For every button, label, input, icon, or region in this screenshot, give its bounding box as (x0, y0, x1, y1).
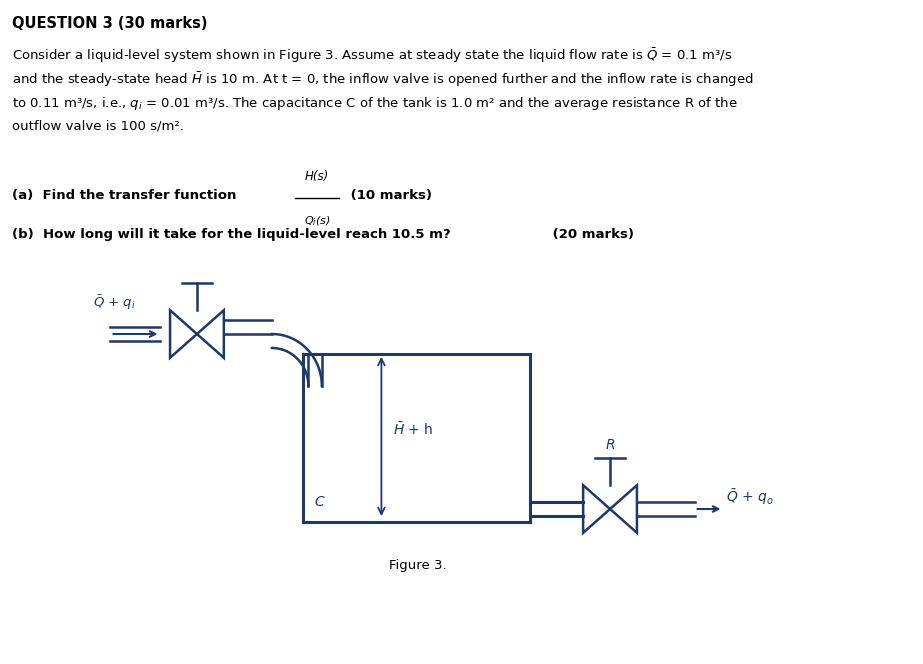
Text: C: C (314, 495, 324, 509)
Text: Consider a liquid-level system shown in Figure 3. Assume at steady state the liq: Consider a liquid-level system shown in … (13, 46, 733, 64)
Text: $\bar{Q}$ + $q_o$: $\bar{Q}$ + $q_o$ (726, 487, 774, 507)
Text: outflow valve is 100 s/m².: outflow valve is 100 s/m². (13, 120, 185, 133)
Text: (b)  How long will it take for the liquid-level reach 10.5 m?: (b) How long will it take for the liquid… (13, 228, 451, 241)
Text: and the steady-state head $\bar{H}$ is 10 m. At t = 0, the inflow valve is opene: and the steady-state head $\bar{H}$ is 1… (13, 70, 754, 89)
Text: $\bar{H}$ + h: $\bar{H}$ + h (393, 422, 434, 438)
Text: (a)  Find the transfer function: (a) Find the transfer function (13, 189, 237, 202)
Text: $\bar{Q}$ + $q_i$: $\bar{Q}$ + $q_i$ (93, 293, 136, 312)
Text: to 0.11 m³/s, i.e., $q_i$ = 0.01 m³/s. The capacitance C of the tank is 1.0 m² a: to 0.11 m³/s, i.e., $q_i$ = 0.01 m³/s. T… (13, 95, 738, 112)
Text: (10 marks): (10 marks) (346, 189, 432, 202)
Text: (20 marks): (20 marks) (547, 228, 633, 241)
Text: QUESTION 3 (30 marks): QUESTION 3 (30 marks) (13, 16, 208, 31)
Text: $Q_i$(s): $Q_i$(s) (304, 214, 330, 228)
Text: R: R (605, 438, 615, 452)
Text: Figure 3.: Figure 3. (390, 560, 447, 572)
Text: H(s): H(s) (305, 170, 330, 183)
